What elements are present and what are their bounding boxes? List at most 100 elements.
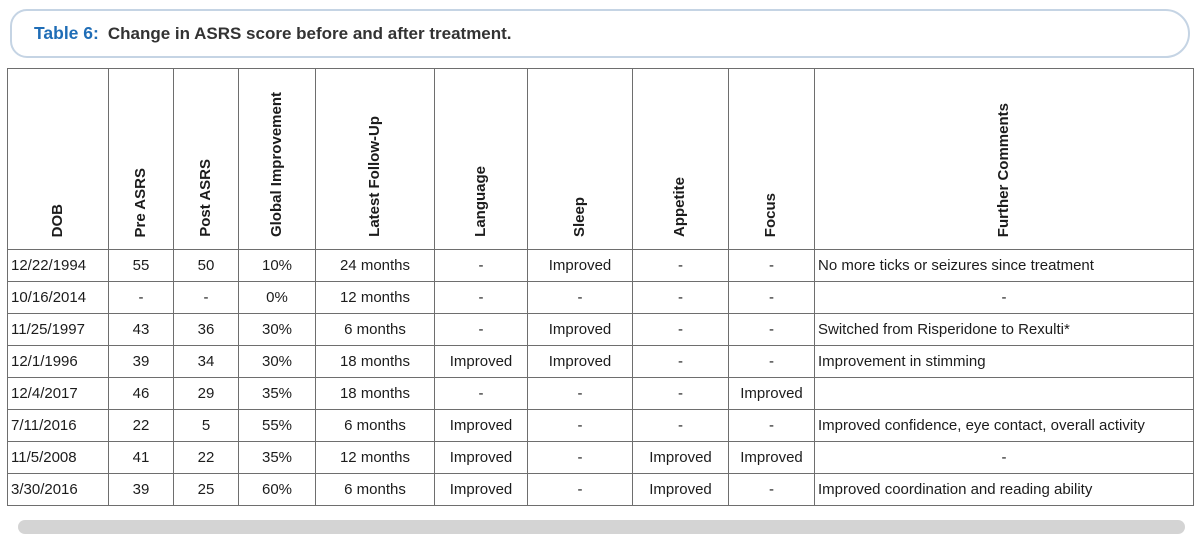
cell-pre_asrs: 39 (108, 473, 174, 506)
column-header-label: Global Improvement (267, 91, 285, 237)
column-header-label: Pre ASRS (131, 167, 149, 237)
cell-post_asrs: - (173, 281, 239, 314)
cell-language: - (434, 281, 528, 314)
cell-language: - (434, 249, 528, 282)
cell-dob: 12/22/1994 (7, 249, 109, 282)
cell-post_asrs: 5 (173, 409, 239, 442)
cell-dob: 10/16/2014 (7, 281, 109, 314)
cell-dob: 12/4/2017 (7, 377, 109, 410)
column-header-post_asrs: Post ASRS (173, 68, 239, 250)
column-header-label: Focus (762, 192, 780, 237)
table-row: 11/25/1997 43 36 30% 6 months - Improved - - Swit… (7, 313, 1194, 346)
cell-global_improvement: 55% (238, 409, 316, 442)
cell-sleep: Improved (527, 345, 633, 378)
cell-latest_follow_up: 12 months (315, 441, 435, 474)
cell-language: Improved (434, 345, 528, 378)
table-row: 7/11/2016 22 5 55% 6 months Improved - - - Improv… (7, 409, 1194, 442)
next-section-top-edge (18, 520, 1185, 534)
column-header-dob: DOB (7, 68, 109, 250)
cell-further_comments: Improved confidence, eye contact, overal… (814, 409, 1194, 442)
cell-latest_follow_up: 6 months (315, 409, 435, 442)
column-header-label: Language (471, 166, 489, 237)
cell-pre_asrs: 43 (108, 313, 174, 346)
cell-pre_asrs: - (108, 281, 174, 314)
cell-post_asrs: 22 (173, 441, 239, 474)
column-header-label: DOB (48, 203, 66, 237)
cell-global_improvement: 35% (238, 377, 316, 410)
cell-focus: Improved (728, 441, 815, 474)
cell-dob: 11/25/1997 (7, 313, 109, 346)
cell-further_comments: No more ticks or seizures since treatmen… (814, 249, 1194, 282)
cell-global_improvement: 35% (238, 441, 316, 474)
column-header-language: Language (434, 68, 528, 250)
column-header-latest_follow_up: Latest Follow-Up (315, 68, 435, 250)
cell-sleep: Improved (527, 249, 633, 282)
cell-appetite: - (632, 345, 729, 378)
table-caption-box: Table 6: Change in ASRS score before and… (10, 9, 1190, 58)
cell-dob: 3/30/2016 (7, 473, 109, 506)
cell-focus: - (728, 249, 815, 282)
column-header-focus: Focus (728, 68, 815, 250)
column-header-appetite: Appetite (632, 68, 729, 250)
cell-global_improvement: 0% (238, 281, 316, 314)
cell-pre_asrs: 41 (108, 441, 174, 474)
table-row: 3/30/2016 39 25 60% 6 months Improved - Improve… (7, 473, 1194, 506)
cell-focus: - (728, 409, 815, 442)
cell-appetite: - (632, 409, 729, 442)
cell-appetite: - (632, 249, 729, 282)
cell-dob: 11/5/2008 (7, 441, 109, 474)
cell-appetite: Improved (632, 441, 729, 474)
cell-post_asrs: 36 (173, 313, 239, 346)
cell-focus: - (728, 281, 815, 314)
cell-sleep: - (527, 281, 633, 314)
cell-sleep: - (527, 409, 633, 442)
table-row: 12/4/2017 46 29 35% 18 months - - - Improved (7, 377, 1194, 410)
cell-language: - (434, 313, 528, 346)
cell-global_improvement: 30% (238, 313, 316, 346)
cell-language: Improved (434, 441, 528, 474)
column-header-label: Sleep (570, 196, 588, 237)
cell-latest_follow_up: 24 months (315, 249, 435, 282)
cell-focus: - (728, 345, 815, 378)
cell-dob: 12/1/1996 (7, 345, 109, 378)
cell-further_comments: Improved coordination and reading abilit… (814, 473, 1194, 506)
table-row: 12/22/1994 55 50 10% 24 months - Improved - - No … (7, 249, 1194, 282)
cell-language: - (434, 377, 528, 410)
column-header-further_comments: Further Comments (814, 68, 1194, 250)
table-caption-text: Change in ASRS score before and after tr… (107, 23, 512, 43)
cell-focus: - (728, 313, 815, 346)
column-header-sleep: Sleep (527, 68, 633, 250)
cell-sleep: - (527, 377, 633, 410)
column-header-label: Latest Follow-Up (365, 116, 383, 237)
cell-further_comments (814, 377, 1194, 410)
cell-focus: - (728, 473, 815, 506)
table-number-label: Table 6: (34, 23, 99, 43)
cell-dob: 7/11/2016 (7, 409, 109, 442)
cell-further_comments: Switched from Risperidone to Rexulti* (814, 313, 1194, 346)
cell-language: Improved (434, 473, 528, 506)
cell-latest_follow_up: 6 months (315, 473, 435, 506)
cell-sleep: Improved (527, 313, 633, 346)
column-header-pre_asrs: Pre ASRS (108, 68, 174, 250)
cell-appetite: - (632, 377, 729, 410)
cell-latest_follow_up: 12 months (315, 281, 435, 314)
cell-latest_follow_up: 18 months (315, 345, 435, 378)
table-row: 12/1/1996 39 34 30% 18 months Improved Improve… (7, 345, 1194, 378)
cell-global_improvement: 30% (238, 345, 316, 378)
cell-appetite: - (632, 281, 729, 314)
column-header-label: Appetite (671, 177, 689, 237)
table-row: 11/5/2008 41 22 35% 12 months Improved - Improv… (7, 441, 1194, 474)
cell-pre_asrs: 22 (108, 409, 174, 442)
table-row: 10/16/2014- -0% 12 months - - - - - (7, 281, 1194, 314)
column-header-label: Further Comments (994, 102, 1012, 237)
cell-further_comments: Improvement in stimming (814, 345, 1194, 378)
cell-latest_follow_up: 18 months (315, 377, 435, 410)
cell-post_asrs: 29 (173, 377, 239, 410)
asrs-change-table: DOB Pre ASRS Post ASRS Global Improvement La… (7, 68, 1194, 506)
cell-global_improvement: 60% (238, 473, 316, 506)
cell-global_improvement: 10% (238, 249, 316, 282)
cell-post_asrs: 34 (173, 345, 239, 378)
cell-further_comments: - (814, 281, 1194, 314)
cell-pre_asrs: 55 (108, 249, 174, 282)
cell-focus: Improved (728, 377, 815, 410)
